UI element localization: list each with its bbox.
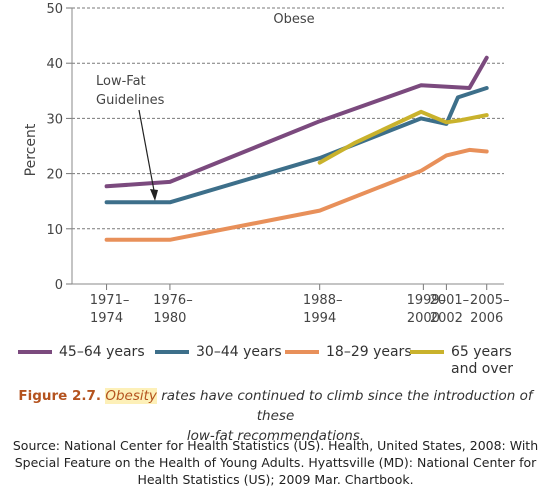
series-line-0: [104, 55, 489, 189]
annotation-arrowhead: [150, 189, 158, 201]
x-tick-label: 2002: [430, 311, 463, 326]
source-line-2: Special Feature on the Health of Young A…: [14, 455, 537, 470]
series-line-2: [104, 147, 489, 242]
y-tick-label: 30: [46, 112, 63, 127]
legend-item-18-29: 18–29 years: [285, 344, 412, 361]
x-tick-label: 2006: [470, 311, 503, 326]
legend-label: 65 years and over: [451, 344, 514, 377]
obese-threshold-label: Obese: [273, 12, 314, 27]
legend-swatch: [285, 350, 319, 354]
legend-item-30-44: 30–44 years: [155, 344, 282, 361]
x-tick-label: 2001–: [430, 293, 470, 308]
y-axis-label: Percent: [23, 123, 39, 176]
legend-swatch: [18, 350, 52, 354]
source-line-1: Source: National Center for Health Stati…: [12, 438, 539, 453]
legend-label: 30–44 years: [196, 344, 282, 360]
caption-text-line2: low-fat recommendations.: [186, 428, 365, 444]
annotation-label-line2: Guidelines: [96, 93, 165, 108]
caption-term-obesity[interactable]: Obesity: [105, 388, 157, 404]
x-tick-label: 1988–: [303, 293, 343, 308]
x-tick-label: 1980: [153, 311, 186, 326]
y-tick-label: 10: [46, 223, 63, 238]
source-note: Source: National Center for Health Stati…: [0, 437, 551, 488]
series-lines: [104, 55, 489, 242]
annotation-arrow: [138, 109, 156, 197]
y-tick-label: 50: [46, 2, 63, 17]
low-fat-annotation: Low-Fat Guidelines: [96, 74, 165, 201]
caption-figure-number: Figure 2.7.: [18, 388, 102, 404]
y-tick-label: 20: [46, 168, 63, 183]
x-tick-label: 1999–: [407, 293, 447, 308]
legend-item-65-over: 65 years and over: [410, 344, 513, 378]
caption-text-line1: rates have continued to climb since the …: [156, 388, 533, 424]
legend-swatch: [410, 350, 444, 354]
x-tick-label: 1971–: [90, 293, 130, 308]
x-tick-label: 1974: [90, 311, 123, 326]
legend-swatch: [155, 350, 189, 354]
y-tick-label: 40: [46, 57, 63, 72]
x-tick-label: 1994: [303, 311, 336, 326]
series-line-1: [104, 86, 489, 205]
legend-item-45-64: 45–64 years: [18, 344, 145, 361]
source-line-3: Health Statistics (US); 2009 Mar. Chartb…: [137, 472, 414, 487]
y-axis-ticks: 0 10 20 30 40 50: [46, 2, 73, 293]
x-tick-label: 2000: [407, 311, 440, 326]
x-tick-label: 2005–: [470, 293, 510, 308]
annotation-label-line1: Low-Fat: [96, 74, 146, 89]
legend-label: 45–64 years: [59, 344, 145, 360]
x-tick-label: 1976–: [153, 293, 193, 308]
y-tick-label: 0: [55, 278, 63, 293]
legend-label: 18–29 years: [326, 344, 412, 360]
x-axis-ticks: 1971– 1974 1976– 1980 1988– 1994 1999– 2000 2001…: [90, 284, 510, 326]
gridlines: [72, 7, 504, 230]
legend: 45–64 years 30–44 years 18–29 years 65 y…: [14, 342, 544, 382]
figure-caption: Figure 2.7. Obesity rates have continued…: [0, 386, 551, 446]
series-line-3: [317, 109, 489, 165]
